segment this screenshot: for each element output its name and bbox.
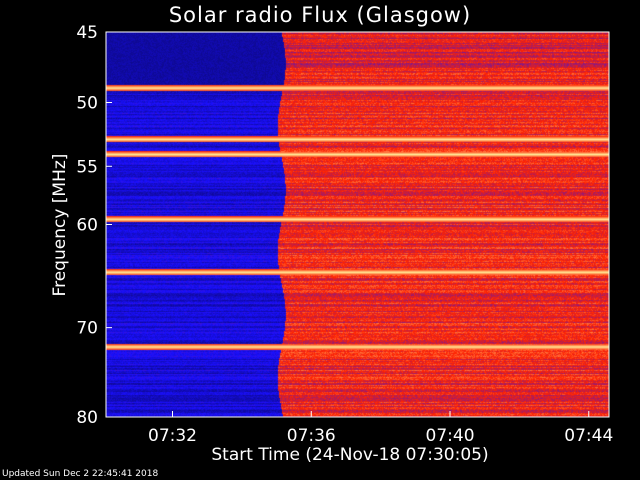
y-axis-label: Frequency [MHz] <box>50 153 70 297</box>
y-tick-label: 60 <box>76 216 98 236</box>
update-timestamp: Updated Sun Dec 2 22:45:41 2018 <box>2 469 159 479</box>
y-tick-label: 55 <box>76 157 98 177</box>
axes: 45 50 55 60 70 80 07:32 07:36 07:40 07:44 <box>76 23 613 446</box>
spectrogram-plot-area <box>106 32 609 417</box>
chart-title: Solar radio Flux (Glasgow) <box>168 3 472 27</box>
x-axis-label: Start Time (24-Nov-18 07:30:05) <box>211 445 489 465</box>
x-tick-label: 07:40 <box>426 426 475 446</box>
y-tick-label: 70 <box>76 319 98 339</box>
y-tick-label: 50 <box>76 94 98 114</box>
y-tick-label: 45 <box>76 23 98 43</box>
spectrogram-image <box>106 32 609 417</box>
x-tick-label: 07:32 <box>148 426 197 446</box>
y-tick-label: 80 <box>76 408 98 428</box>
x-tick-label: 07:44 <box>564 426 613 446</box>
x-tick-label: 07:36 <box>287 426 336 446</box>
